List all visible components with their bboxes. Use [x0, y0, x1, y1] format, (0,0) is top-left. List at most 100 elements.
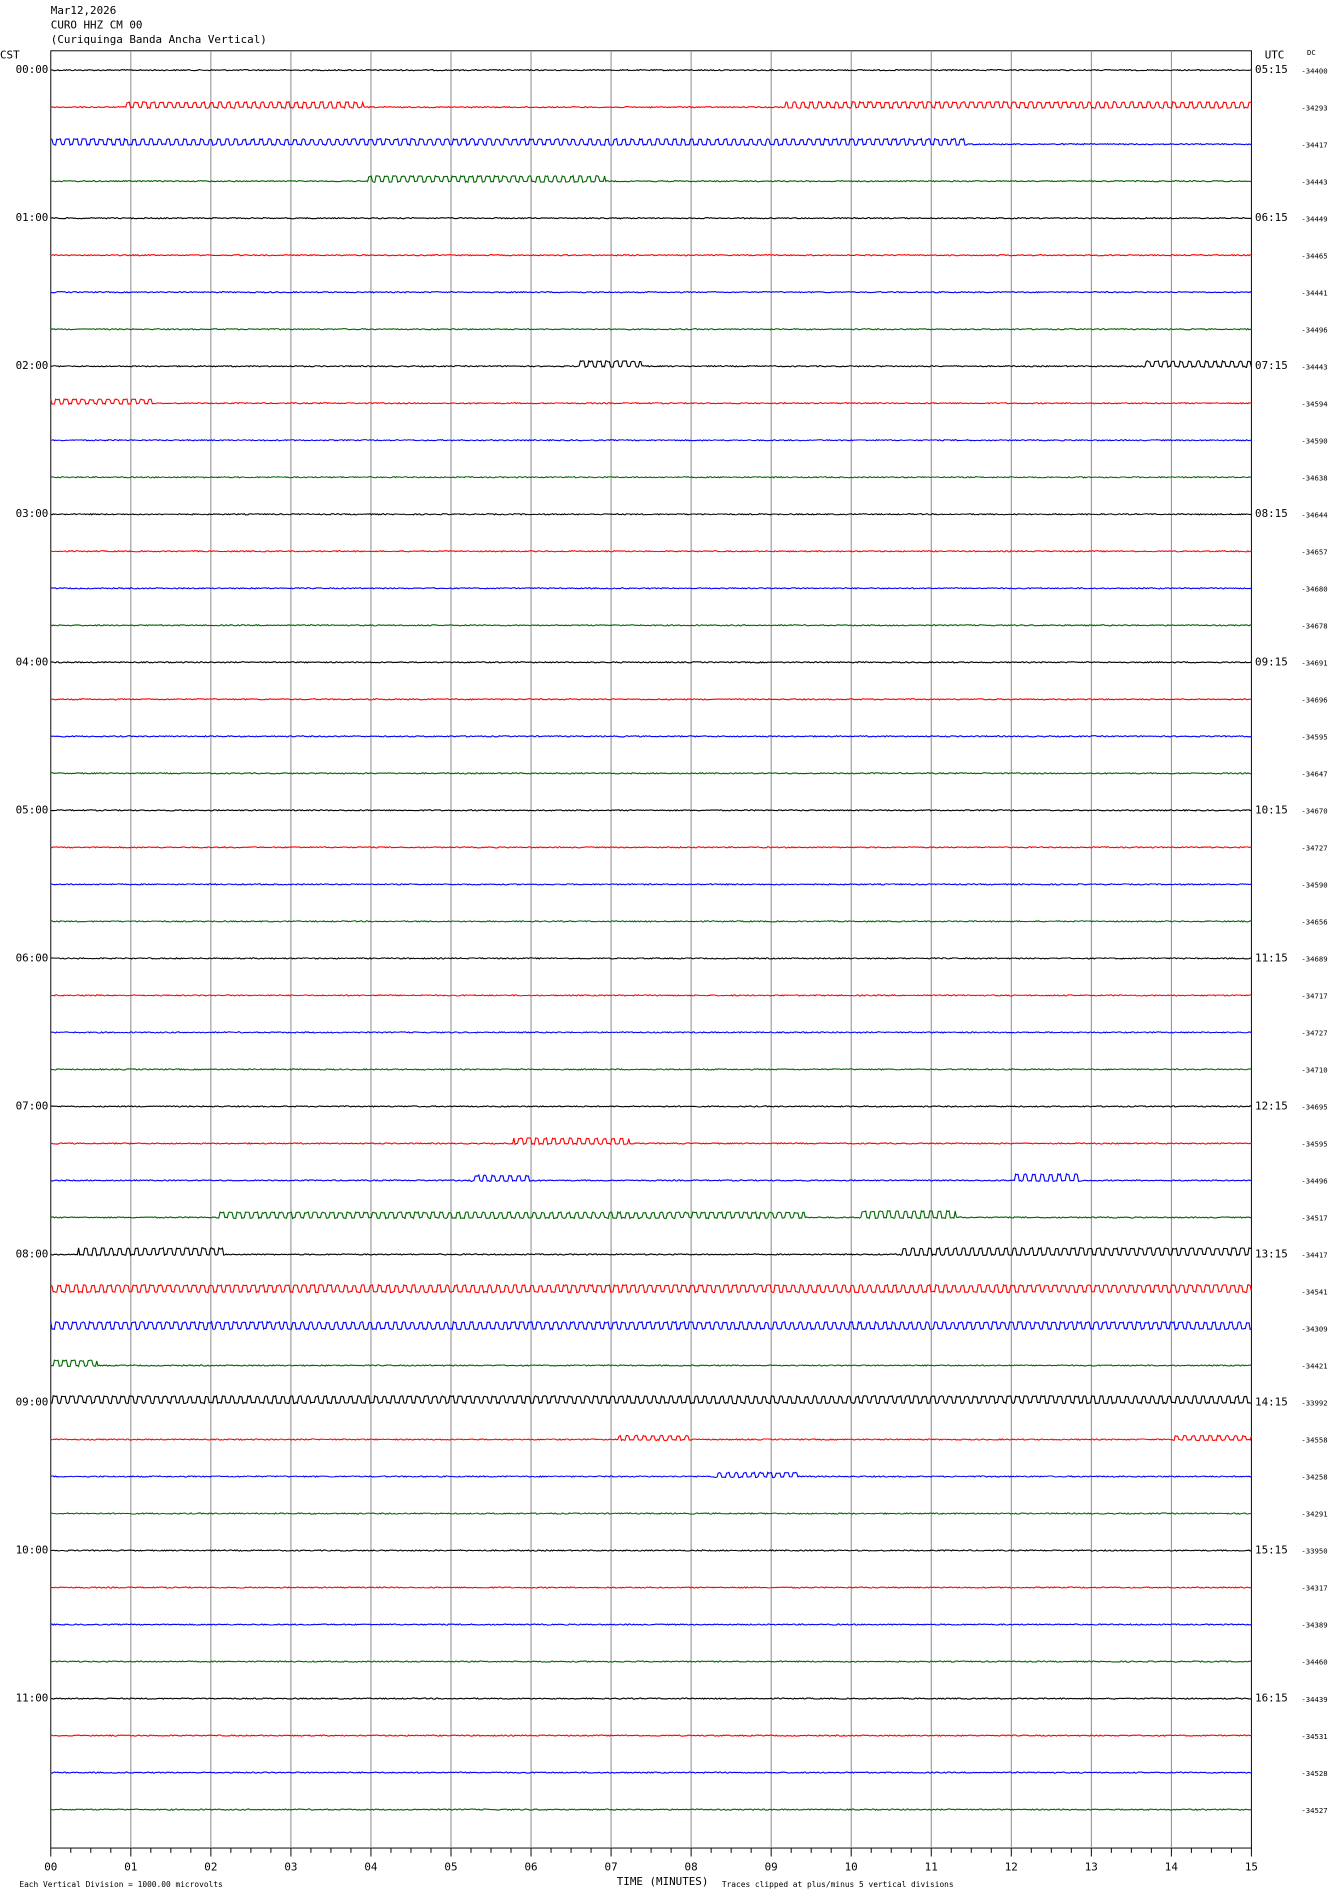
dc-value: -34417 [1301, 140, 1327, 149]
trace [50, 1471, 1252, 1479]
trace [50, 957, 1252, 960]
dc-value: -34644 [1301, 510, 1328, 519]
dc-value: -34590 [1301, 881, 1327, 890]
trace [50, 253, 1252, 257]
dc-value: -34441 [1301, 288, 1327, 297]
left-time-label: 06:00 [16, 951, 49, 964]
dc-value: -34293 [1301, 103, 1327, 112]
right-time-label: 15:15 [1255, 1544, 1288, 1557]
dc-value: -34309 [1301, 1325, 1327, 1334]
right-time-label: 12:15 [1255, 1099, 1288, 1112]
right-time-label: 14:15 [1255, 1395, 1288, 1408]
trace [50, 1808, 1252, 1811]
dc-value: -34460 [1301, 1658, 1327, 1667]
x-tick-label: 00 [44, 1860, 57, 1873]
right-time-label: 06:15 [1255, 211, 1288, 224]
trace [50, 1105, 1252, 1108]
x-tick-label: 14 [1165, 1860, 1179, 1873]
trace [50, 882, 1252, 886]
dc-value: -34417 [1301, 1251, 1327, 1260]
trace [50, 1586, 1252, 1589]
trace [50, 846, 1252, 849]
dc-value: -34595 [1301, 1140, 1327, 1149]
left-time-label: 09:00 [16, 1395, 49, 1408]
dc-value: -34727 [1301, 844, 1327, 853]
right-time-label: 11:15 [1255, 951, 1288, 964]
dc-value: -34496 [1301, 1177, 1327, 1186]
dc-value: -34541 [1301, 1288, 1327, 1297]
dc-value: -34696 [1301, 696, 1327, 705]
trace [50, 920, 1252, 923]
left-time-label: 05:00 [16, 803, 49, 816]
trace [50, 1172, 1252, 1183]
x-tick-label: 13 [1085, 1860, 1098, 1873]
dc-value: -34594 [1301, 399, 1328, 408]
left-time-label: 10:00 [16, 1544, 49, 1557]
trace [50, 1283, 1252, 1294]
dc-value: -34317 [1301, 1584, 1327, 1593]
trace [50, 1209, 1252, 1220]
trace [50, 808, 1252, 812]
dc-value: -34680 [1301, 584, 1327, 593]
trace [50, 1734, 1252, 1737]
header-line: (Curiquinga Banda Ancha Vertical) [51, 33, 267, 46]
trace [50, 586, 1252, 590]
left-time-label: 02:00 [16, 359, 49, 372]
x-tick-label: 15 [1245, 1860, 1258, 1873]
dc-value: -34647 [1301, 770, 1327, 779]
dc-value: -34443 [1301, 177, 1327, 186]
dc-value: -34517 [1301, 1214, 1327, 1223]
dc-value: -34558 [1301, 1436, 1327, 1445]
dc-value: -34656 [1301, 918, 1327, 927]
trace [50, 1697, 1252, 1700]
x-tick-label: 08 [685, 1860, 698, 1873]
x-tick-label: 05 [444, 1860, 457, 1873]
x-tick-label: 04 [364, 1860, 378, 1873]
dc-value: -34727 [1301, 1029, 1327, 1038]
x-tick-label: 11 [925, 1860, 938, 1873]
right-time-label: 07:15 [1255, 359, 1288, 372]
dc-value: -34400 [1301, 66, 1327, 75]
dc-value: -34291 [1301, 1510, 1327, 1519]
right-time-label: 13:15 [1255, 1247, 1288, 1260]
left-time-label: 03:00 [16, 507, 49, 520]
dc-value: -34678 [1301, 621, 1327, 630]
trace [50, 512, 1252, 516]
dc-value: -34528 [1301, 1769, 1327, 1778]
trace [50, 398, 1252, 406]
trace [50, 1394, 1252, 1405]
left-time-label: 04:00 [16, 655, 49, 668]
trace [50, 1137, 1252, 1146]
dc-value: -34657 [1301, 547, 1327, 556]
trace [50, 1512, 1252, 1515]
x-tick-label: 10 [845, 1860, 858, 1873]
dc-value: -34496 [1301, 325, 1327, 334]
dc-value: -34590 [1301, 436, 1327, 445]
trace [50, 1359, 1252, 1368]
dc-value: -34421 [1301, 1362, 1327, 1371]
trace [50, 100, 1252, 110]
trace [50, 137, 1252, 147]
right-time-label: 09:15 [1255, 655, 1288, 668]
left-axis-label: CST [0, 49, 20, 62]
trace [50, 290, 1252, 294]
dc-value: -34449 [1301, 214, 1327, 223]
dc-value: -34439 [1301, 1695, 1327, 1704]
dc-value: -34689 [1301, 955, 1327, 964]
trace [50, 359, 1252, 368]
left-time-label: 11:00 [16, 1692, 49, 1705]
trace [50, 1246, 1252, 1257]
trace [50, 660, 1252, 664]
dc-value: -33950 [1301, 1547, 1327, 1556]
dc-value: -34638 [1301, 473, 1327, 482]
x-tick-label: 03 [284, 1860, 297, 1873]
x-tick-label: 02 [204, 1860, 217, 1873]
trace [50, 174, 1252, 184]
x-tick-label: 09 [765, 1860, 778, 1873]
right-time-label: 05:15 [1255, 63, 1288, 76]
trace [50, 1068, 1252, 1071]
right-axis-label: UTC [1265, 49, 1285, 62]
dc-value: -34443 [1301, 362, 1327, 371]
trace [50, 1623, 1252, 1626]
dc-value: -34465 [1301, 251, 1327, 260]
